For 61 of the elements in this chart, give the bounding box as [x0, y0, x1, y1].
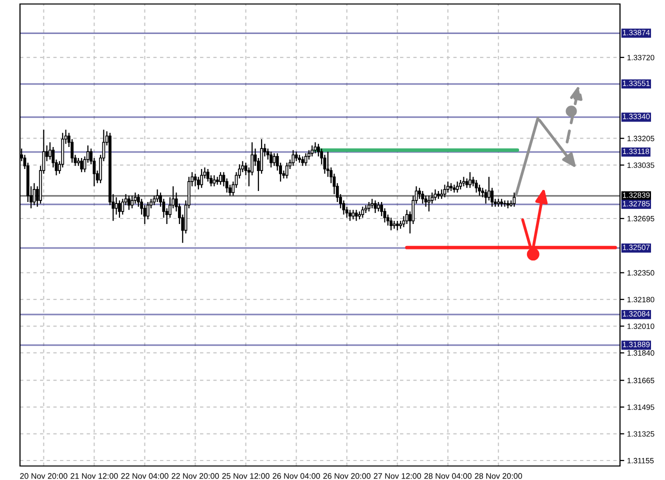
candlestick — [354, 209, 358, 222]
candlestick — [462, 176, 466, 187]
candlestick — [134, 192, 137, 204]
candlestick — [212, 174, 216, 187]
candlestick — [301, 156, 304, 166]
candlestick — [285, 162, 288, 179]
x-tick-label: 22 Nov 04:00 — [121, 473, 168, 479]
candlestick — [80, 157, 84, 173]
x-tick-label: 21 Nov 12:00 — [70, 473, 118, 479]
candlestick — [376, 201, 380, 212]
candlestick — [310, 144, 314, 157]
x-tick-label: 25 Nov 12:00 — [222, 473, 270, 479]
candlestick — [465, 178, 468, 188]
candlestick — [367, 201, 370, 212]
candlestick — [219, 172, 222, 186]
candlestick — [503, 200, 506, 208]
candlestick — [405, 209, 408, 225]
candlestick — [446, 181, 450, 194]
x-tick-label: 27 Nov 12:00 — [374, 473, 422, 479]
candlestick — [200, 168, 204, 188]
candlestick — [206, 168, 210, 182]
candlestick — [478, 184, 481, 196]
candlestick — [121, 198, 124, 216]
candlestick — [440, 188, 444, 200]
x-tick-label: 28 Nov 04:00 — [424, 473, 472, 479]
candlestick — [487, 176, 490, 201]
candlestick — [390, 217, 393, 231]
candlestick — [348, 209, 352, 222]
candlestick — [294, 151, 298, 162]
candlestick — [270, 151, 273, 168]
candlestick — [456, 181, 459, 194]
candlestick — [130, 195, 134, 209]
x-tick-label: 26 Nov 20:00 — [323, 473, 370, 479]
candlestick — [370, 198, 374, 209]
x-tick-label: 28 Nov 20:00 — [474, 473, 522, 479]
x-tick-label: 22 Nov 20:00 — [172, 473, 219, 479]
candlestick — [118, 200, 121, 218]
candlestick — [48, 142, 52, 160]
candlestick — [292, 150, 295, 166]
candlestick — [146, 201, 150, 220]
candlestick — [474, 179, 478, 194]
candlestick — [196, 176, 200, 190]
candlestick — [424, 195, 428, 208]
candlestick — [127, 195, 130, 210]
candlestick — [114, 196, 118, 216]
candlestick — [434, 188, 437, 201]
candlestick — [452, 184, 456, 194]
candlestick — [194, 173, 197, 187]
candlestick — [459, 179, 462, 190]
candlestick — [352, 209, 355, 220]
x-tick-label: 20 Nov 20:00 — [20, 473, 68, 479]
candlestick — [468, 172, 472, 188]
candlestick — [427, 195, 430, 212]
x-tick-label: 26 Nov 04:00 — [272, 473, 320, 479]
candlestick — [156, 188, 159, 203]
candlestick — [396, 220, 399, 231]
candlestick — [418, 187, 421, 200]
candlestick — [421, 190, 424, 204]
candlestick — [314, 142, 317, 154]
candlestick — [364, 204, 368, 214]
candlestick — [361, 206, 364, 218]
